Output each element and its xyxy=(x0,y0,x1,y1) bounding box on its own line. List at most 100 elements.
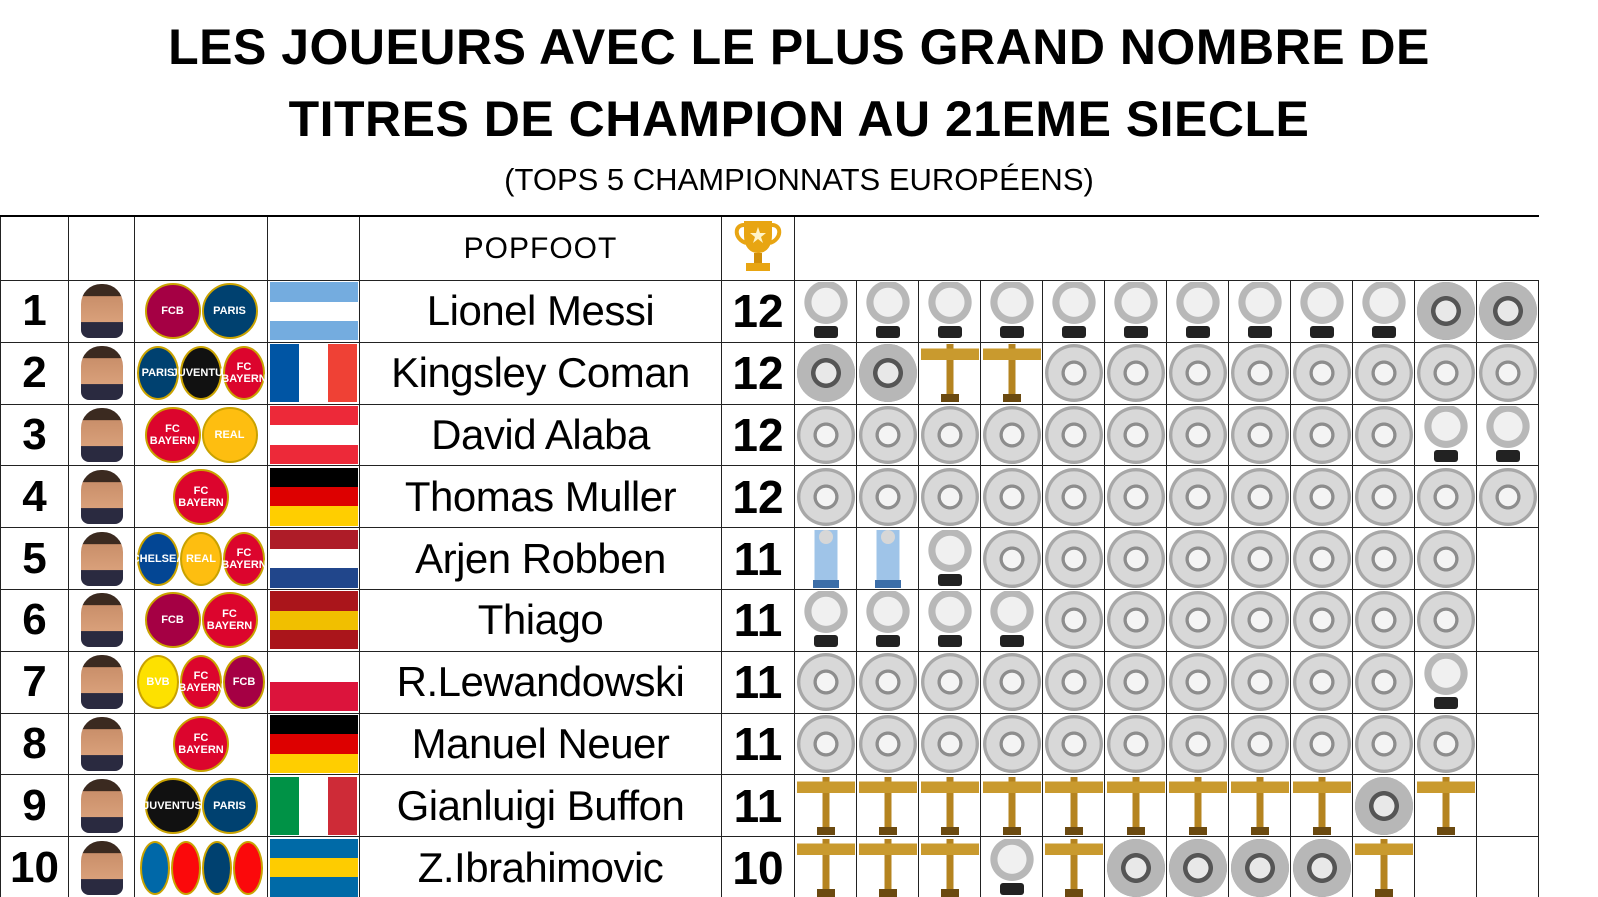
titles-count: 11 xyxy=(721,774,795,838)
trophy-cell xyxy=(1290,403,1353,467)
trophy-cell xyxy=(1104,712,1167,776)
flag-cell xyxy=(267,341,360,405)
trophy-cell xyxy=(856,650,919,714)
gold-trophy-icon xyxy=(734,221,782,271)
trophy-cell xyxy=(1414,650,1477,714)
photo-cell xyxy=(68,465,135,529)
player-name: Manuel Neuer xyxy=(359,712,722,776)
trophy-cell-empty xyxy=(1476,774,1539,838)
club-crest-icon xyxy=(232,840,263,895)
club-crests: FCB PARIS xyxy=(136,283,267,340)
rank-cell: 1 xyxy=(0,280,69,343)
bundesliga-plate-icon xyxy=(1106,467,1165,526)
player-name: Z.Ibrahimovic xyxy=(359,836,722,897)
serie-a-trophy-icon xyxy=(1044,838,1103,897)
rank-cell: 5 xyxy=(0,527,69,590)
trophy-cell xyxy=(1042,650,1105,714)
bundesliga-plate-icon xyxy=(1168,405,1227,464)
player-photo xyxy=(80,716,123,771)
club-crests: BVB FC BAYERN FCB xyxy=(136,655,267,710)
trophy-cell xyxy=(856,341,919,405)
trophy-cell xyxy=(1166,465,1229,529)
header-row: POPFOOT xyxy=(0,215,1539,281)
la-liga-trophy-icon xyxy=(796,591,855,650)
la-liga-trophy-icon xyxy=(1354,282,1413,341)
bundesliga-plate-icon xyxy=(1292,529,1351,588)
player-name: Arjen Robben xyxy=(359,527,722,590)
chart-title-line2: TITRES DE CHAMPION AU 21EME SIECLE xyxy=(288,91,1310,147)
bundesliga-plate-icon xyxy=(1230,467,1289,526)
trophy-cell-empty xyxy=(1476,712,1539,776)
trophy-cell xyxy=(794,465,857,529)
trophy-cell xyxy=(1352,403,1415,467)
country-flag-icon xyxy=(269,282,358,341)
bundesliga-plate-icon xyxy=(1168,344,1227,403)
trophy-cell xyxy=(1104,774,1167,838)
trophy-cell xyxy=(980,588,1043,652)
trophy-cell xyxy=(1352,341,1415,405)
header-cell-trophies xyxy=(794,215,1539,281)
titles-count: 11 xyxy=(721,712,795,776)
clubs-cell xyxy=(134,836,268,897)
trophy-cell xyxy=(856,403,919,467)
club-crests: FCB FC BAYERN xyxy=(136,592,267,649)
bundesliga-plate-icon xyxy=(1230,405,1289,464)
la-liga-trophy-icon xyxy=(982,838,1041,897)
photo-cell xyxy=(68,527,135,590)
bundesliga-plate-icon xyxy=(1292,344,1351,403)
bundesliga-plate-icon xyxy=(1416,467,1475,526)
bundesliga-plate-icon xyxy=(1478,344,1537,403)
bundesliga-plate-icon xyxy=(1168,591,1227,650)
bundesliga-plate-icon xyxy=(1106,591,1165,650)
ligue1-trophy-icon xyxy=(796,344,855,403)
club-crest-icon xyxy=(201,840,232,895)
club-crest-icon xyxy=(170,840,201,895)
trophy-cell xyxy=(1228,774,1291,838)
photo-cell xyxy=(68,774,135,838)
la-liga-trophy-icon xyxy=(858,282,917,341)
trophy-cell xyxy=(1228,588,1291,652)
trophy-cell xyxy=(1290,650,1353,714)
player-photo xyxy=(80,778,123,833)
trophy-cell-empty xyxy=(1414,836,1477,897)
bundesliga-plate-icon xyxy=(1044,405,1103,464)
flag-cell xyxy=(267,465,360,529)
trophy-cell xyxy=(918,712,981,776)
serie-a-trophy-icon xyxy=(858,838,917,897)
country-flag-icon xyxy=(269,467,358,526)
clubs-cell: FCB PARIS xyxy=(134,280,268,343)
trophy-cell xyxy=(1414,588,1477,652)
trophy-cell xyxy=(1228,403,1291,467)
bundesliga-plate-icon xyxy=(858,653,917,712)
bundesliga-plate-icon xyxy=(796,467,855,526)
trophy-cell xyxy=(980,712,1043,776)
titles-count: 12 xyxy=(721,280,795,343)
bundesliga-plate-icon xyxy=(1106,714,1165,773)
header-cell-rank xyxy=(0,215,69,281)
trophy-cell xyxy=(1228,712,1291,776)
header-cell-clubs xyxy=(134,215,268,281)
club-crest-icon: JUVENTUS xyxy=(172,346,230,401)
la-liga-trophy-icon xyxy=(1416,405,1475,464)
trophy-cell xyxy=(794,341,857,405)
bundesliga-plate-icon xyxy=(1354,344,1413,403)
trophy-cell xyxy=(1290,588,1353,652)
clubs-cell: FC BAYERN REAL xyxy=(134,403,268,467)
la-liga-trophy-icon xyxy=(982,591,1041,650)
country-flag-icon xyxy=(269,591,358,650)
trophy-cell xyxy=(1352,527,1415,590)
titles-count: 10 xyxy=(721,836,795,897)
header-cell-flag xyxy=(267,215,360,281)
titles-count: 11 xyxy=(721,527,795,590)
trophy-cell xyxy=(1166,527,1229,590)
club-crest-icon xyxy=(139,840,170,895)
bundesliga-plate-icon xyxy=(920,405,979,464)
flag-cell xyxy=(267,403,360,467)
trophy-cell xyxy=(1104,341,1167,405)
header-cell-photo xyxy=(68,215,135,281)
flag-cell xyxy=(267,836,360,897)
trophy-cell xyxy=(1476,403,1539,467)
la-liga-trophy-icon xyxy=(1478,405,1537,464)
trophy-cell xyxy=(1476,280,1539,343)
trophy-cell xyxy=(1414,465,1477,529)
